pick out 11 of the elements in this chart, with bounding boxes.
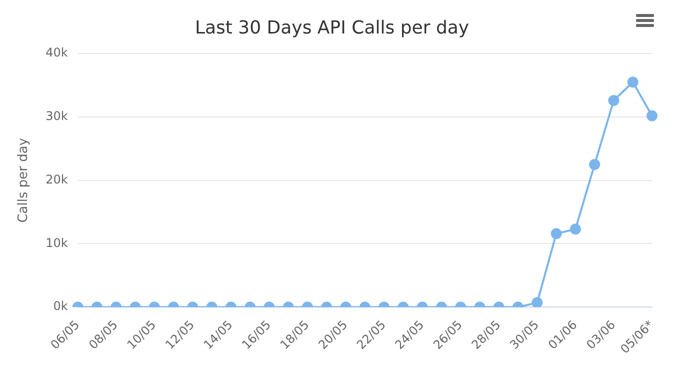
y-tick-label: 10k bbox=[46, 236, 68, 250]
point bbox=[646, 110, 658, 122]
y-tick-label: 30k bbox=[46, 109, 68, 124]
point bbox=[589, 159, 600, 170]
y-tick-label: 40k bbox=[46, 46, 68, 60]
y-tick-label: 0k bbox=[53, 299, 68, 314]
y-tick-label: 20k bbox=[46, 172, 68, 186]
y-axis-title: Calls per day bbox=[16, 138, 32, 223]
chart-title: Last 30 Days API Calls per day bbox=[194, 17, 470, 38]
point bbox=[627, 76, 638, 88]
point bbox=[608, 95, 620, 106]
